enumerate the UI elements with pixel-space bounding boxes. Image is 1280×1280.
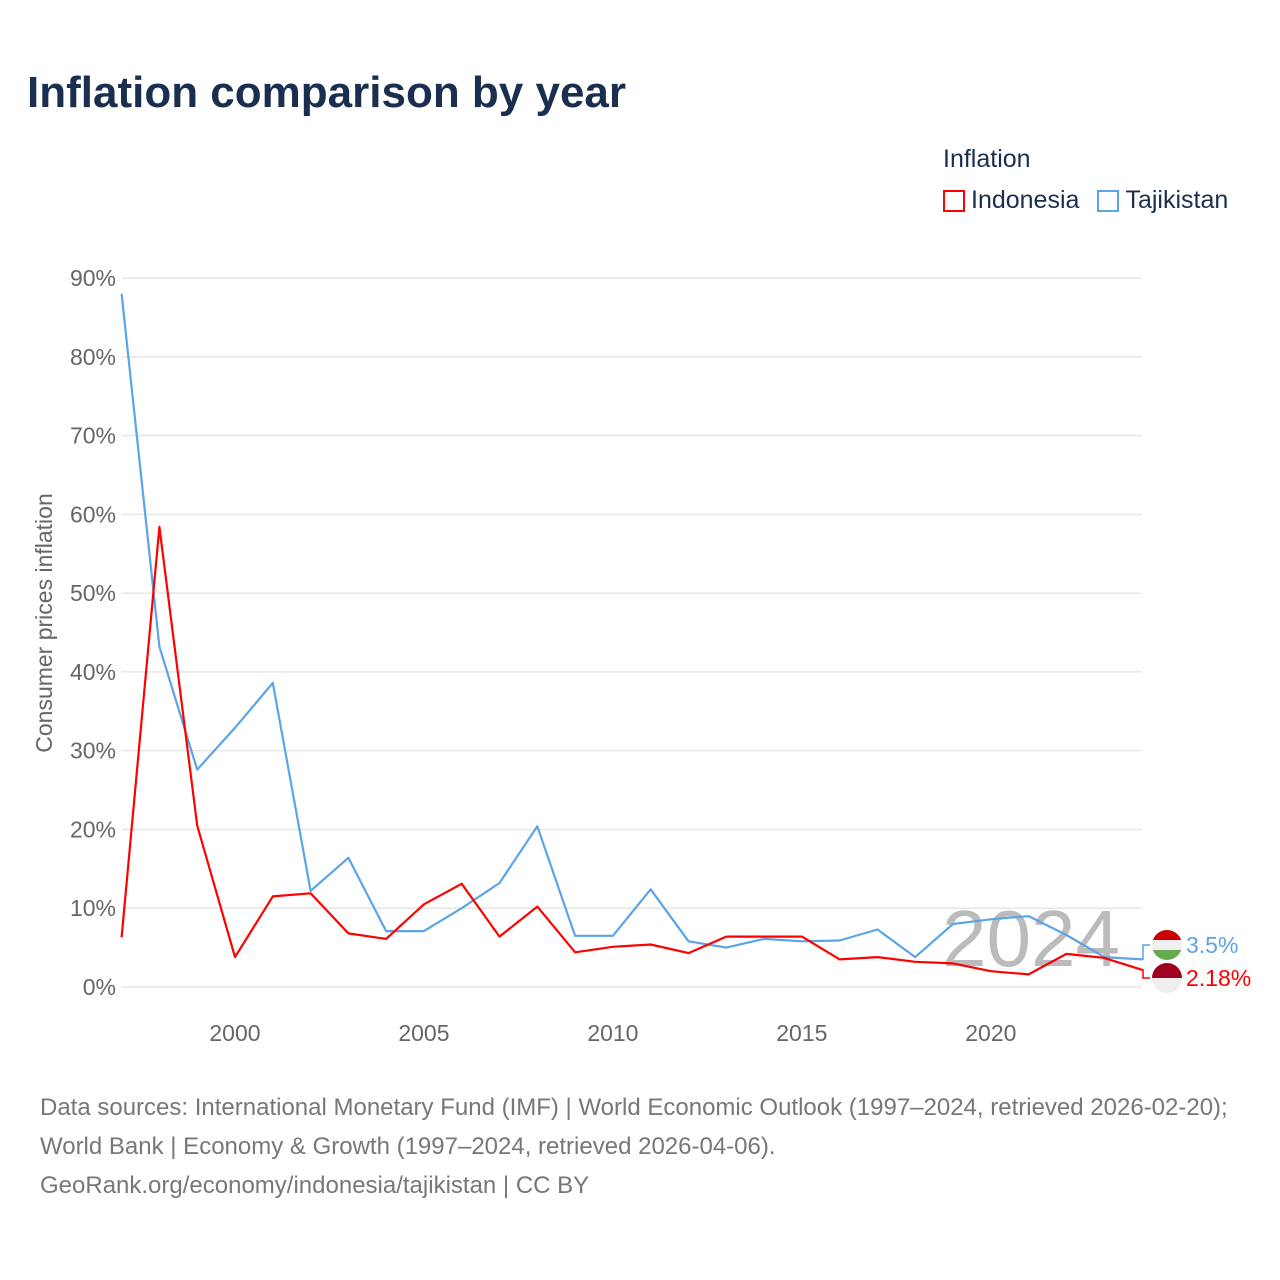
legend-swatch [1097,189,1120,212]
y-axis-label: Consumer prices inflation [31,493,57,753]
legend-swatch [943,189,965,212]
source-text: Data sources: International Monetary Fun… [40,1094,1228,1160]
flag-stripe [1152,930,1182,941]
legend-label: Tajikistan [1125,186,1229,214]
legend: Indonesia Tajikistan [943,186,1228,215]
y-tick-label: 80% [70,344,116,370]
x-tick-label: 2010 [587,1020,638,1046]
flag-indonesia-icon [1152,963,1182,993]
end-value-label-tajikistan: 3.5% [1186,932,1238,958]
series-line-tajikistan [120,293,1143,961]
y-tick-label: 60% [70,501,116,527]
year-watermark: 2024 [942,894,1120,983]
flag-stripe [1152,950,1182,960]
y-tick-label: 70% [70,423,116,449]
flag-tajikistan-icon [1152,930,1182,960]
x-tick-label: 2000 [209,1020,260,1046]
legend-item-indonesia[interactable]: Indonesia [943,186,1079,215]
flag-stripe [1152,963,1182,979]
flag-stripe [1152,940,1182,951]
legend-item-tajikistan[interactable]: Tajikistan [1097,186,1228,215]
x-tick-label: 2015 [776,1020,827,1046]
source-note: Data sources: International Monetary Fun… [40,1088,1250,1205]
end-connector [1142,969,1150,979]
y-tick-label: 90% [70,265,116,291]
flag-stripe [1152,978,1182,993]
source-link[interactable]: GeoRank.org/economy/indonesia/tajikistan… [40,1172,590,1199]
y-tick-label: 40% [70,659,116,685]
y-tick-label: 0% [83,974,116,1000]
page-title: Inflation comparison by year [27,68,627,117]
y-tick-label: 30% [70,738,116,764]
y-tick-label: 50% [70,580,116,606]
y-tick-label: 20% [70,816,116,842]
end-value-label-indonesia: 2.18% [1186,965,1251,991]
y-tick-label: 10% [70,895,116,921]
legend-title: Inflation [943,145,1031,173]
series-line-indonesia [120,525,1143,976]
x-tick-label: 2020 [965,1020,1016,1046]
legend-label: Indonesia [971,186,1080,214]
end-connector [1142,944,1150,961]
x-tick-label: 2005 [398,1020,449,1046]
